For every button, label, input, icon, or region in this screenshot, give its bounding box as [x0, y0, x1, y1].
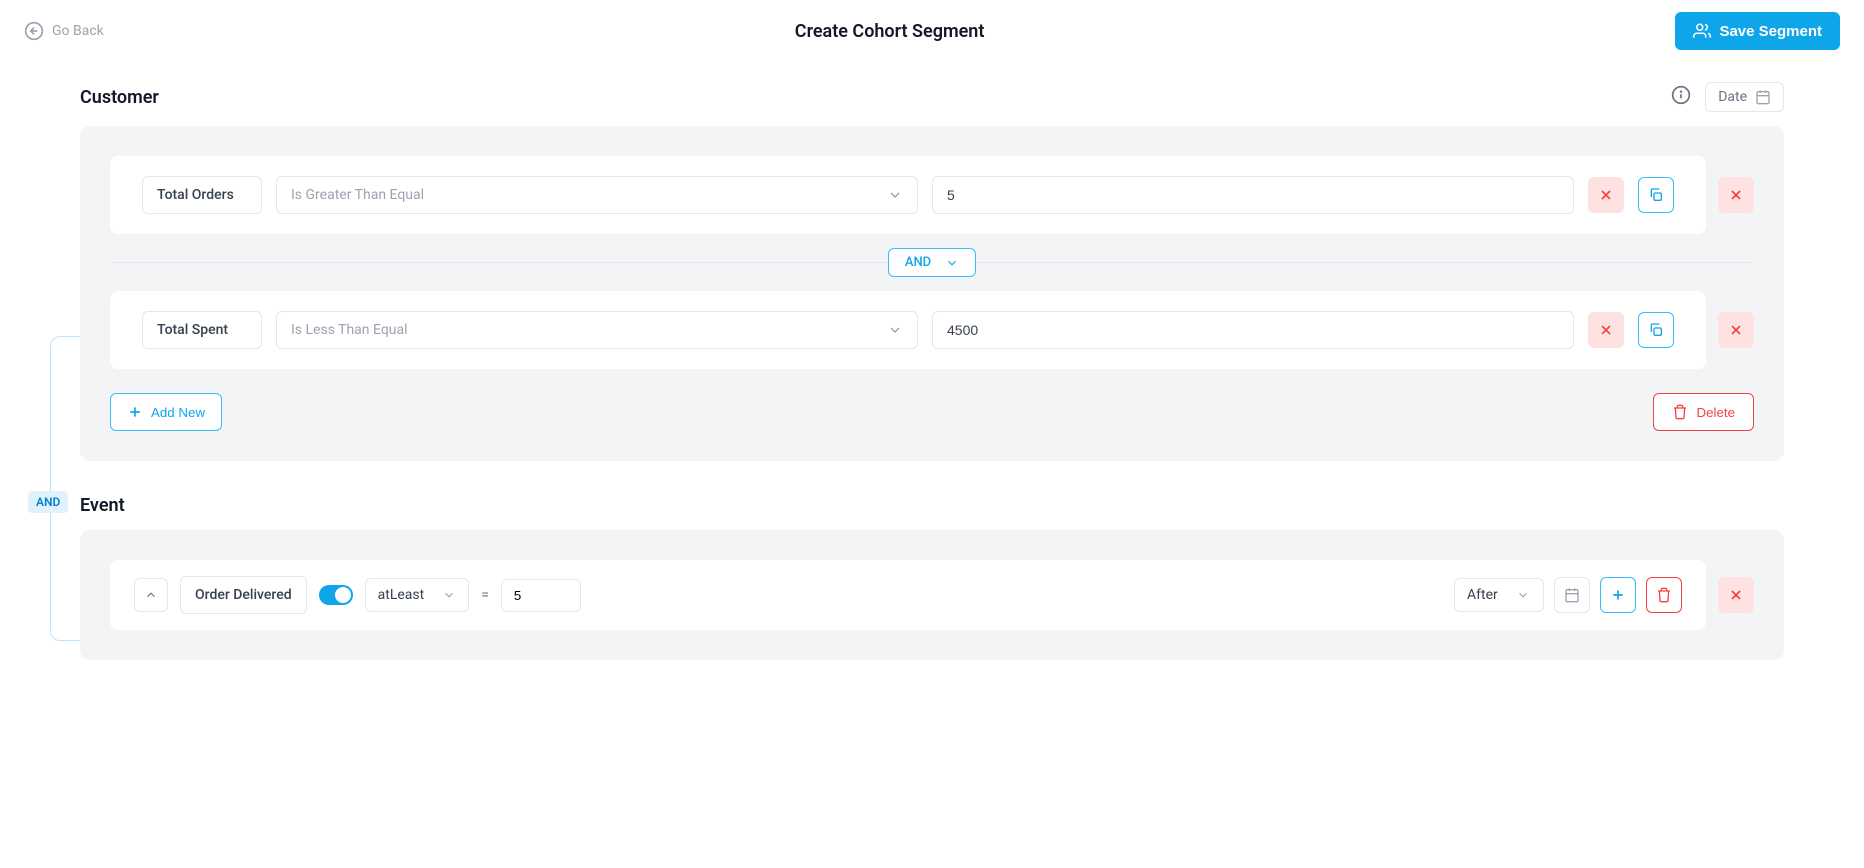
event-name-label: Order Delivered	[180, 576, 307, 614]
event-comparator-value: atLeast	[378, 587, 425, 603]
collapse-event-button[interactable]	[134, 578, 168, 612]
chevron-down-icon	[887, 322, 903, 338]
rule-value-input[interactable]	[947, 322, 1559, 338]
save-segment-button[interactable]: Save Segment	[1675, 12, 1840, 50]
plus-icon	[127, 404, 143, 420]
close-icon	[1728, 322, 1744, 338]
rule-operator-select[interactable]: Is Less Than Equal	[276, 311, 918, 349]
add-new-label: Add New	[151, 405, 205, 420]
add-new-rule-button[interactable]: Add New	[110, 393, 222, 431]
event-rules-panel: Order Delivered atLeast = After	[80, 530, 1784, 660]
customer-rules-panel: Total Orders Is Greater Than Equal	[80, 126, 1784, 461]
duplicate-rule-button[interactable]	[1638, 312, 1674, 348]
rule-card: Total Orders Is Greater Than Equal	[110, 156, 1706, 234]
rule-join-row: AND	[110, 248, 1754, 277]
go-back-button[interactable]: Go Back	[24, 21, 104, 41]
remove-event-row-button[interactable]	[1718, 577, 1754, 613]
duplicate-rule-button[interactable]	[1638, 177, 1674, 213]
go-back-label: Go Back	[52, 23, 104, 39]
event-count-input[interactable]	[501, 579, 581, 612]
chevron-up-icon	[144, 588, 158, 602]
rule-value-field[interactable]	[932, 176, 1574, 214]
rule-card: Total Spent Is Less Than Equal	[110, 291, 1706, 369]
rule-operator-value: Is Less Than Equal	[291, 322, 408, 338]
trash-icon	[1672, 404, 1688, 420]
chevron-down-icon	[442, 588, 456, 602]
event-add-button[interactable]	[1600, 577, 1636, 613]
chevron-down-icon	[887, 187, 903, 203]
delete-group-button[interactable]: Delete	[1653, 393, 1754, 431]
rule-field-label: Total Spent	[142, 311, 262, 349]
close-icon	[1728, 587, 1744, 603]
chevron-down-icon	[1516, 588, 1530, 602]
trash-icon	[1656, 587, 1672, 603]
close-icon	[1598, 187, 1614, 203]
event-toggle[interactable]	[319, 585, 353, 605]
event-section-title: Event	[80, 495, 125, 516]
remove-group-row-button[interactable]	[1718, 312, 1754, 348]
rule-operator-select[interactable]: Is Greater Than Equal	[276, 176, 918, 214]
close-icon	[1728, 187, 1744, 203]
calendar-icon	[1755, 89, 1771, 105]
close-icon	[1598, 322, 1614, 338]
event-comparator-select[interactable]: atLeast	[365, 578, 470, 612]
delete-label: Delete	[1696, 405, 1735, 420]
rule-join-operator-label: AND	[905, 255, 931, 270]
remove-rule-button[interactable]	[1588, 312, 1624, 348]
connector-rail	[50, 336, 80, 641]
date-label: Date	[1718, 89, 1747, 105]
rule-value-field[interactable]	[932, 311, 1574, 349]
event-date-button[interactable]	[1554, 577, 1590, 613]
date-picker-button[interactable]: Date	[1705, 82, 1784, 112]
users-icon	[1693, 22, 1711, 40]
info-icon[interactable]	[1671, 85, 1691, 109]
remove-group-row-button[interactable]	[1718, 177, 1754, 213]
rule-join-operator-select[interactable]: AND	[888, 248, 976, 277]
rule-value-input[interactable]	[947, 187, 1559, 203]
equals-symbol: =	[481, 587, 489, 603]
plus-icon	[1610, 587, 1626, 603]
calendar-icon	[1564, 587, 1580, 603]
event-card: Order Delivered atLeast = After	[110, 560, 1706, 630]
copy-icon	[1648, 187, 1664, 203]
event-time-relation-select[interactable]: After	[1454, 578, 1544, 612]
arrow-left-circle-icon	[24, 21, 44, 41]
rule-field-label: Total Orders	[142, 176, 262, 214]
page-title: Create Cohort Segment	[795, 21, 985, 42]
outer-and-badge: AND	[28, 491, 68, 513]
event-time-relation-value: After	[1467, 587, 1498, 603]
customer-section-title: Customer	[80, 87, 159, 108]
event-delete-button[interactable]	[1646, 577, 1682, 613]
remove-rule-button[interactable]	[1588, 177, 1624, 213]
copy-icon	[1648, 322, 1664, 338]
chevron-down-icon	[945, 256, 959, 270]
save-segment-label: Save Segment	[1719, 23, 1822, 40]
rule-operator-value: Is Greater Than Equal	[291, 187, 424, 203]
